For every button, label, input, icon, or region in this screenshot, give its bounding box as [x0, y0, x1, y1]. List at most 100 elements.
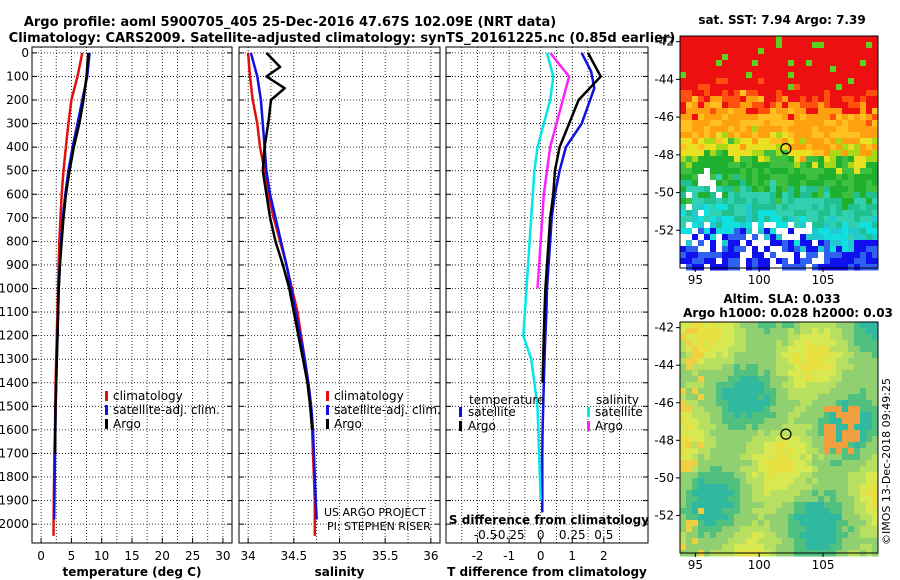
map-cell: [782, 66, 789, 73]
map-cell: [800, 502, 807, 509]
map-cell: [866, 72, 873, 79]
map-cell: [830, 502, 837, 509]
map-cell: [848, 412, 855, 419]
map-cell: [704, 334, 711, 341]
map-cell: [800, 222, 807, 229]
map-cell: [866, 436, 873, 443]
map-cell: [872, 204, 879, 211]
map-cell: [722, 352, 729, 359]
map-cell: [836, 454, 843, 461]
map-cell: [830, 430, 837, 437]
map-cell: [770, 228, 777, 235]
map-cell: [704, 162, 711, 169]
map-cell: [776, 502, 783, 509]
map-cell: [860, 108, 867, 115]
map-cell: [722, 198, 729, 205]
map-cell: [836, 60, 843, 67]
map-cell: [776, 78, 783, 85]
map-cell: [710, 96, 717, 103]
map-cell: [788, 180, 795, 187]
map-cell: [764, 544, 771, 551]
map-cell: [764, 436, 771, 443]
map-cell: [854, 484, 861, 491]
map-cell: [698, 370, 705, 377]
map-cell: [842, 490, 849, 497]
map-cell: [776, 418, 783, 425]
map-cell: [740, 358, 747, 365]
map-cell: [812, 258, 819, 265]
map-cell: [686, 478, 693, 485]
map-cell: [782, 328, 789, 335]
map-cell: [866, 120, 873, 127]
map-cell: [788, 216, 795, 223]
map-cell: [842, 496, 849, 503]
map-cell: [728, 156, 735, 163]
map-cell: [836, 388, 843, 395]
map-cell: [806, 538, 813, 545]
map-cell: [794, 90, 801, 97]
map-cell: [776, 240, 783, 247]
map-cell: [734, 138, 741, 145]
map-cell: [872, 364, 879, 371]
map-cell: [686, 234, 693, 241]
map-cell: [770, 216, 777, 223]
map-cell: [818, 162, 825, 169]
map-cell: [698, 240, 705, 247]
map-cell: [776, 436, 783, 443]
map-cell: [776, 66, 783, 73]
map-cell: [848, 216, 855, 223]
map-cell: [782, 48, 789, 55]
map-cell: [752, 108, 759, 115]
map-cell: [830, 508, 837, 515]
map-cell: [746, 460, 753, 467]
map-cell: [872, 252, 879, 259]
map-cell: [728, 84, 735, 91]
map-cell: [842, 538, 849, 545]
map-cell: [680, 484, 687, 491]
map-cell: [764, 48, 771, 55]
map-cell: [800, 328, 807, 335]
map-cell: [848, 544, 855, 551]
map-cell: [848, 472, 855, 479]
map-cell: [776, 334, 783, 341]
map-cell: [824, 400, 831, 407]
map-cell: [872, 42, 879, 49]
map-cell: [692, 430, 699, 437]
map-cell: [854, 442, 861, 449]
map-cell: [734, 370, 741, 377]
map-cell: [860, 520, 867, 527]
map-cell: [830, 198, 837, 205]
map-cell: [860, 90, 867, 97]
map-cell: [848, 42, 855, 49]
map-cell: [824, 210, 831, 217]
map-cell: [842, 216, 849, 223]
map-cell: [704, 496, 711, 503]
map-cell: [806, 358, 813, 365]
map-cell: [830, 484, 837, 491]
map-cell: [836, 334, 843, 341]
map-cell: [770, 150, 777, 157]
map-cell: [836, 322, 843, 329]
map-cell: [692, 42, 699, 49]
map-cell: [698, 156, 705, 163]
map-cell: [752, 48, 759, 55]
map-cell: [722, 508, 729, 515]
map-cell: [788, 162, 795, 169]
map-cell: [782, 96, 789, 103]
map-cell: [704, 394, 711, 401]
map-cell: [812, 42, 819, 49]
map-cell: [728, 204, 735, 211]
map-cell: [806, 198, 813, 205]
map-cell: [806, 328, 813, 335]
map-cell: [776, 222, 783, 229]
map-cell: [710, 376, 717, 383]
map-cell: [716, 162, 723, 169]
map-cell: [794, 490, 801, 497]
map-cell: [866, 186, 873, 193]
map-cell: [788, 156, 795, 163]
map-cell: [836, 180, 843, 187]
map-cell: [704, 84, 711, 91]
map-cell: [698, 388, 705, 395]
map-cell: [734, 252, 741, 259]
map-cell: [746, 240, 753, 247]
